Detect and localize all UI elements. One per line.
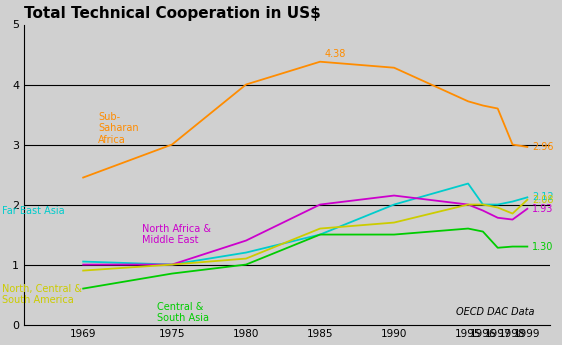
Text: 2.08: 2.08 [532,195,553,205]
Text: Far East Asia: Far East Asia [2,206,65,216]
Text: North Africa &
Middle East: North Africa & Middle East [142,224,211,245]
Text: Sub-
Saharan
Africa: Sub- Saharan Africa [98,111,139,145]
Text: 4.38: 4.38 [324,49,346,59]
Text: 1.93: 1.93 [532,204,553,214]
Text: 2.96: 2.96 [532,142,553,152]
Text: OECD DAC Data: OECD DAC Data [456,307,534,317]
Text: North, Central &
South America: North, Central & South America [2,284,81,305]
Text: 2.12: 2.12 [532,193,554,203]
Text: Total Technical Cooperation in US$: Total Technical Cooperation in US$ [24,6,321,21]
Text: Central &
South Asia: Central & South Asia [157,302,209,323]
Text: 1.30: 1.30 [532,241,553,252]
